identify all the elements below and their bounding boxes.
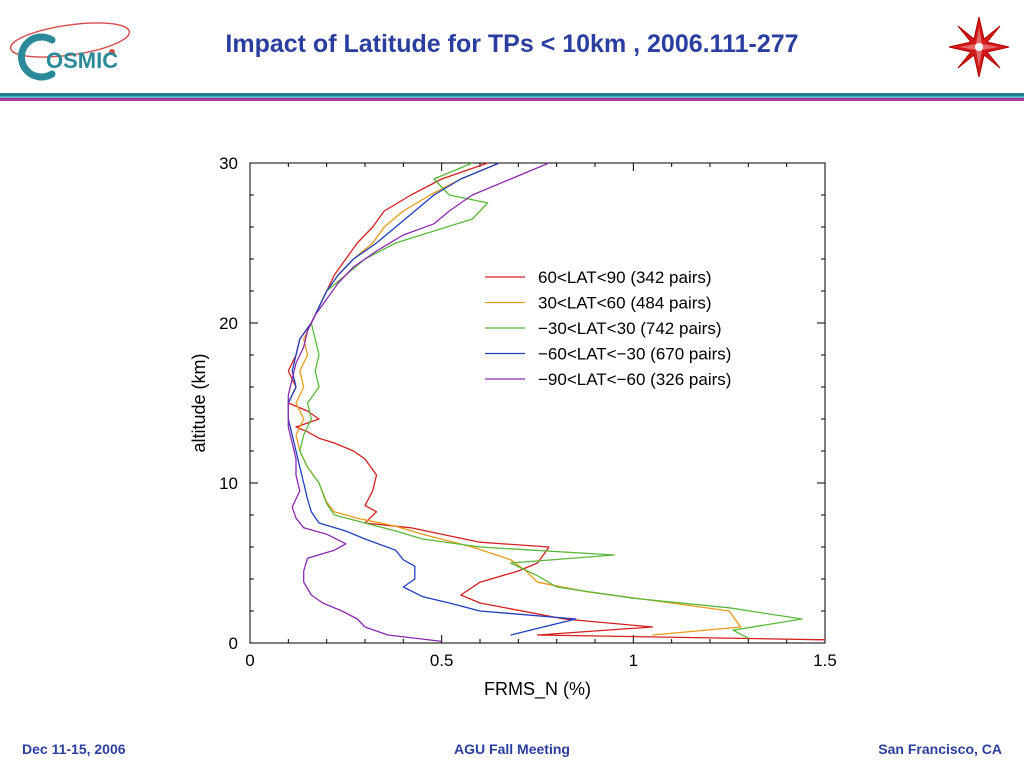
series-line-1 [287, 162, 826, 641]
plot-frame [249, 162, 826, 644]
footer-meeting: AGU Fall Meeting [454, 741, 570, 757]
header-rule-dark [0, 93, 1024, 96]
y-tick-label: 30 [219, 154, 238, 173]
x-axis-label: FRMS_N (%) [484, 679, 591, 700]
cosmic-logo-icon: OSMIC [9, 22, 131, 81]
legend-label-5: −90<LAT<−60 (326 pairs) [538, 370, 731, 389]
x-tick-label: 1 [629, 651, 638, 670]
page-title: Impact of Latitude for TPs < 10km , 2006… [225, 30, 799, 58]
legend-label-1: 60<LAT<90 (342 pairs) [538, 268, 712, 287]
logo-text: OSMIC [46, 48, 118, 73]
y-tick-label: 10 [219, 474, 238, 493]
legend-label-4: −60<LAT<−30 (670 pairs) [538, 345, 731, 364]
series-line-4 [287, 162, 577, 636]
legend-label-2: 30<LAT<60 (484 pairs) [538, 294, 712, 313]
series-line-3 [299, 162, 803, 639]
footer-location: San Francisco, CA [878, 741, 1002, 757]
legend-label-3: −30<LAT<30 (742 pairs) [538, 319, 722, 338]
red-star-emblem-icon [948, 16, 1010, 78]
y-tick-label: 20 [219, 314, 238, 333]
x-tick-label: 0.5 [430, 651, 454, 670]
series-line-2 [295, 162, 742, 636]
x-tick-label: 0 [245, 651, 254, 670]
footer-date: Dec 11-15, 2006 [22, 741, 126, 757]
y-axis-label: altitude (km) [189, 353, 209, 452]
series-line-5 [287, 162, 550, 643]
y-tick-label: 0 [229, 634, 238, 653]
header-rule-purple [0, 98, 1024, 101]
header-rule-light [0, 96, 1024, 98]
x-tick-label: 1.5 [813, 651, 837, 670]
altitude-frms-chart: 0 0.5 1 1.5 0 10 20 30 FRMS_N (%) altitude (km) 6… [189, 154, 837, 700]
